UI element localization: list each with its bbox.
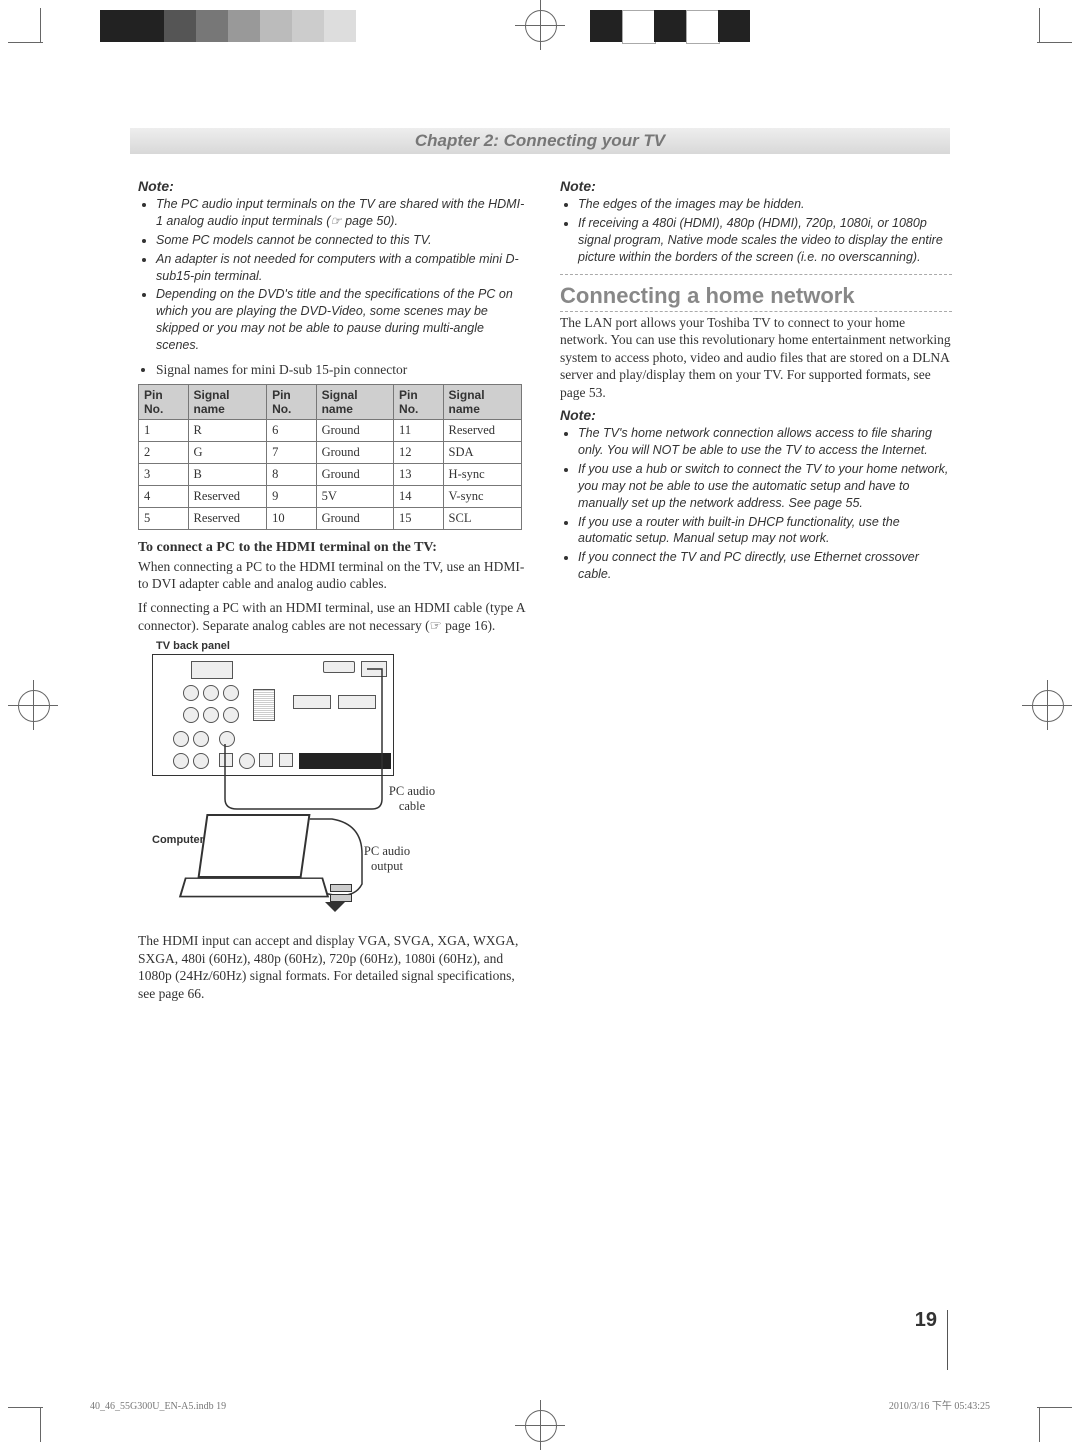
note-item: If you connect the TV and PC directly, u…: [578, 549, 952, 583]
note-list-right: The edges of the images may be hidden. I…: [560, 196, 952, 266]
table-row: 5Reserved10Ground15SCL: [139, 507, 522, 529]
laptop-icon: [182, 814, 342, 904]
note-item: Depending on the DVD's title and the spe…: [156, 286, 530, 354]
section-heading: Connecting a home network: [560, 283, 952, 312]
note-item: The edges of the images may be hidden.: [578, 196, 952, 213]
table-row: 2G7Ground12SDA: [139, 441, 522, 463]
note-heading-left: Note:: [138, 178, 530, 194]
crop-mark-right: [1022, 680, 1072, 730]
note-heading-right: Note:: [560, 178, 952, 194]
note-item: Some PC models cannot be connected to th…: [156, 232, 530, 249]
tv-back-panel-diagram: PC audio cable PC audio output Computer: [152, 654, 452, 924]
connect-para-2: If connecting a PC with an HDMI terminal…: [138, 599, 530, 634]
table-row: 1R6Ground11Reserved: [139, 419, 522, 441]
hdmi-info-para: The HDMI input can accept and display VG…: [138, 932, 530, 1002]
footer-right: 2010/3/16 下午 05:43:25: [889, 1397, 990, 1412]
section-body: The LAN port allows your Toshiba TV to c…: [560, 314, 952, 402]
connect-para-1: When connecting a PC to the HDMI termina…: [138, 558, 530, 593]
note-list-left: The PC audio input terminals on the TV a…: [138, 196, 530, 354]
signal-intro-list: Signal names for mini D-sub 15-pin conne…: [138, 362, 530, 378]
separator: [560, 274, 952, 275]
note-item: If you use a router with built-in DHCP f…: [578, 514, 952, 548]
note-heading-right-2: Note:: [560, 407, 952, 423]
crop-marks-top: [0, 0, 1080, 70]
th: Pin No.: [267, 384, 317, 419]
page-number: 19: [915, 1310, 948, 1370]
note-item: The TV's home network connection allows …: [578, 425, 952, 459]
chapter-title: Chapter 2: Connecting your TV: [130, 128, 950, 154]
th: Signal name: [188, 384, 267, 419]
note-list-right-2: The TV's home network connection allows …: [560, 425, 952, 583]
note-item: The PC audio input terminals on the TV a…: [156, 196, 530, 230]
connect-heading: To connect a PC to the HDMI terminal on …: [138, 540, 530, 556]
th: Pin No.: [394, 384, 444, 419]
signal-intro: Signal names for mini D-sub 15-pin conne…: [156, 362, 530, 378]
table-row: 3B8Ground13H-sync: [139, 463, 522, 485]
th: Signal name: [443, 384, 522, 419]
diagram-title: TV back panel: [156, 640, 530, 652]
content-columns: Note: The PC audio input terminals on th…: [138, 178, 952, 1310]
th: Pin No.: [139, 384, 189, 419]
crop-mark-left: [8, 680, 58, 730]
pin-signal-table: Pin No. Signal name Pin No. Signal name …: [138, 384, 522, 530]
note-item: If receiving a 480i (HDMI), 480p (HDMI),…: [578, 215, 952, 266]
note-item: An adapter is not needed for computers w…: [156, 251, 530, 285]
table-row: 4Reserved95V14V-sync: [139, 485, 522, 507]
th: Signal name: [316, 384, 393, 419]
note-item: If you use a hub or switch to connect th…: [578, 461, 952, 512]
footer-left: 40_46_55G300U_EN-A5.indb 19: [90, 1401, 226, 1412]
diagram-label-audio-cable: PC audio cable: [377, 784, 447, 814]
diagram-label-audio-output: PC audio output: [352, 844, 422, 874]
